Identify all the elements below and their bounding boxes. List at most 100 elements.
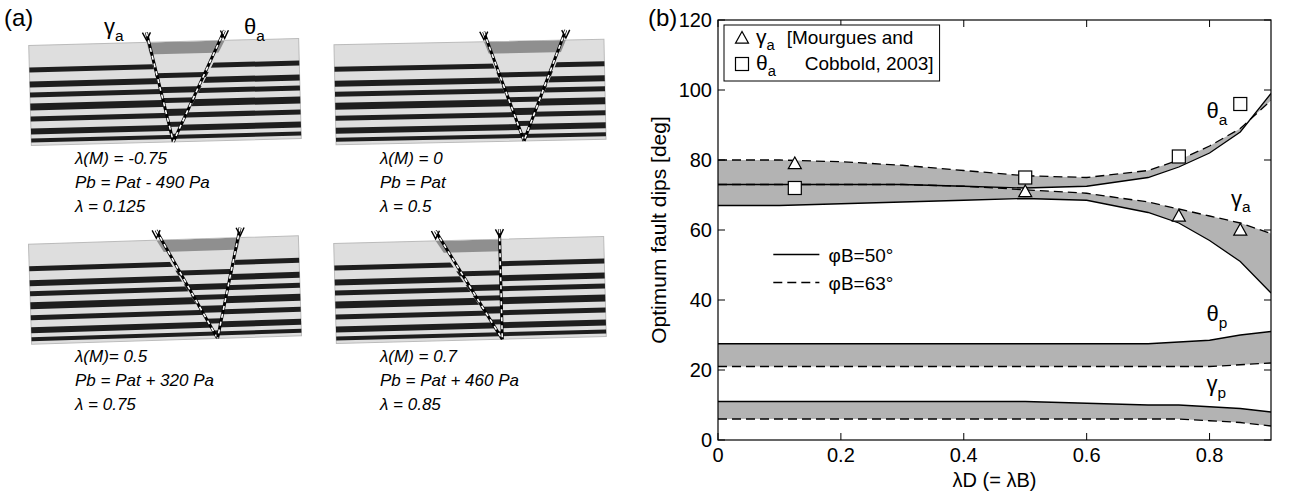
panel-letter: (a) xyxy=(4,4,33,31)
angle-label: γa xyxy=(104,14,124,44)
layer xyxy=(31,316,301,329)
y-tick xyxy=(1264,440,1271,441)
experiment-text: λ = 0.85 xyxy=(379,395,441,414)
sand-box xyxy=(334,39,606,145)
y-tick xyxy=(1264,20,1271,21)
x-tick xyxy=(963,20,964,27)
y-tick-label: 80 xyxy=(690,149,712,171)
legend-label: φB=50° xyxy=(829,245,894,266)
layer xyxy=(335,106,605,119)
x-tick xyxy=(718,433,719,440)
symbol: θ xyxy=(1206,98,1218,123)
arrow xyxy=(220,30,228,38)
y-tick xyxy=(1264,160,1271,161)
plot-data xyxy=(718,94,1271,427)
experiment-photo xyxy=(28,28,301,151)
fault-dash xyxy=(214,228,243,339)
subscript: p xyxy=(1219,314,1228,331)
x-tick xyxy=(1086,433,1087,440)
x-axis-title: λD (= λB) xyxy=(953,469,1037,491)
arrow xyxy=(152,230,160,238)
layer xyxy=(31,307,301,320)
x-tick-label: 0.6 xyxy=(1073,444,1101,466)
graben-sand xyxy=(29,38,302,145)
legend-label: γa xyxy=(756,25,776,53)
band xyxy=(718,94,1271,189)
layer xyxy=(30,69,300,81)
measured-point xyxy=(1172,210,1185,222)
panel-b: (b)02040608010012000.20.40.60.8λD (= λB)… xyxy=(647,4,1271,491)
y-tick-label: 0 xyxy=(701,429,712,451)
y-tick-label: 20 xyxy=(690,359,712,381)
y-tick-label: 40 xyxy=(690,289,712,311)
layer xyxy=(30,283,300,296)
x-tick xyxy=(1209,433,1210,440)
x-tick-label: 0.2 xyxy=(827,444,855,466)
fault xyxy=(499,229,502,339)
syn-fill xyxy=(334,39,604,57)
experiment-text: Pb = Pat - 490 Pa xyxy=(75,173,210,192)
fault-dash xyxy=(156,228,217,340)
legend-source: Cobbold, 2003] xyxy=(805,53,934,74)
figure: (a)λ(M) = -0.75Pb = Pat - 490 Paλ = 0.12… xyxy=(0,0,1300,494)
symbol: γ xyxy=(1206,371,1217,396)
experiment-text: Pb = Pat + 320 Pa xyxy=(75,371,214,390)
measured-point xyxy=(788,182,801,195)
subscript: a xyxy=(767,37,776,53)
fault-dash xyxy=(435,229,502,341)
layer xyxy=(336,119,606,130)
fault xyxy=(435,229,502,341)
y-tick xyxy=(718,160,725,161)
y-tick xyxy=(1264,370,1271,371)
layer xyxy=(336,329,606,340)
experiment-photo xyxy=(333,226,606,349)
y-tick-label: 120 xyxy=(679,9,712,31)
curve xyxy=(718,402,1271,413)
legend-box xyxy=(724,25,940,81)
y-tick-label: 100 xyxy=(679,79,712,101)
angle-label: θa xyxy=(244,14,265,44)
curve xyxy=(718,94,1271,189)
x-tick-label: 0.8 xyxy=(1196,444,1224,466)
y-tick-label: 60 xyxy=(690,219,712,241)
symbol: γ xyxy=(756,25,767,48)
fault xyxy=(522,30,568,141)
layer xyxy=(335,75,605,87)
curve-label: θp xyxy=(1206,301,1227,331)
layer xyxy=(335,84,605,96)
arrow xyxy=(142,32,150,40)
legend-marker xyxy=(736,32,749,44)
layer xyxy=(335,97,605,110)
experiment-text: λ = 0.125 xyxy=(74,197,146,216)
layer xyxy=(31,329,301,341)
fault-dash xyxy=(146,32,173,143)
layer xyxy=(334,61,604,72)
experiment-text: Pb = Pat xyxy=(380,173,447,192)
fault-dash xyxy=(522,30,568,141)
layer xyxy=(335,303,605,317)
arrow xyxy=(480,32,488,40)
measured-point xyxy=(1234,98,1247,111)
symbol: θ xyxy=(1206,301,1218,326)
legend-label: θa xyxy=(756,51,777,79)
y-tick xyxy=(1264,90,1271,91)
curve-label: γa xyxy=(1231,186,1251,216)
sand-box xyxy=(28,236,301,344)
fault-dash xyxy=(499,229,502,339)
layer xyxy=(31,131,301,142)
layer xyxy=(30,292,300,305)
subscript: a xyxy=(1242,198,1251,215)
legend-source: [Mourgues and xyxy=(787,27,914,48)
measured-point xyxy=(1234,224,1247,236)
experiment-photo xyxy=(28,226,302,350)
graben xyxy=(334,236,607,349)
sand-box xyxy=(334,236,607,343)
curve xyxy=(718,332,1271,344)
panel-a: (a)λ(M) = -0.75Pb = Pat - 490 Paλ = 0.12… xyxy=(4,4,606,414)
legend: γaθa [Mourgues and Cobbold, 2003] xyxy=(724,25,940,81)
legend-line xyxy=(773,282,819,283)
layer xyxy=(335,267,605,279)
fault-dash xyxy=(484,31,524,142)
fault xyxy=(214,228,243,339)
layer xyxy=(336,316,606,328)
